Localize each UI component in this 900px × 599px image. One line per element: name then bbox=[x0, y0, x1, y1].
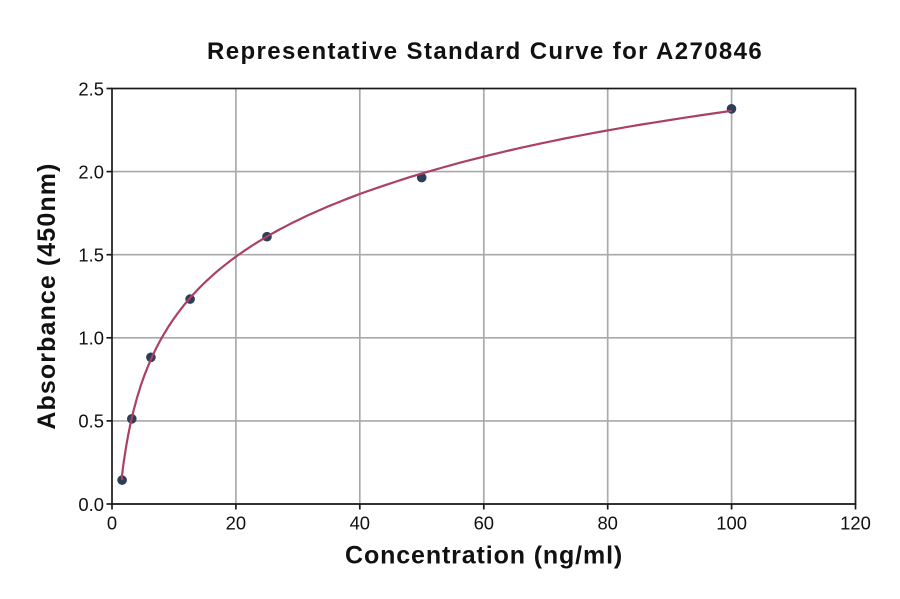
svg-text:2.0: 2.0 bbox=[78, 161, 104, 182]
svg-text:Absorbance (450nm): Absorbance (450nm) bbox=[33, 163, 61, 430]
svg-text:1.5: 1.5 bbox=[78, 245, 104, 266]
svg-text:100: 100 bbox=[716, 512, 747, 533]
svg-text:Representative Standard Curve: Representative Standard Curve for A27084… bbox=[207, 38, 763, 65]
svg-text:0: 0 bbox=[107, 512, 117, 533]
svg-text:120: 120 bbox=[840, 512, 871, 533]
svg-text:1.0: 1.0 bbox=[78, 328, 104, 349]
svg-text:2.5: 2.5 bbox=[78, 78, 104, 99]
svg-text:0.0: 0.0 bbox=[78, 494, 104, 515]
svg-text:20: 20 bbox=[226, 512, 246, 533]
svg-text:80: 80 bbox=[597, 512, 617, 533]
svg-text:40: 40 bbox=[350, 512, 370, 533]
svg-text:0.5: 0.5 bbox=[78, 411, 104, 432]
svg-text:60: 60 bbox=[474, 512, 494, 533]
svg-text:Concentration (ng/ml): Concentration (ng/ml) bbox=[345, 542, 623, 570]
